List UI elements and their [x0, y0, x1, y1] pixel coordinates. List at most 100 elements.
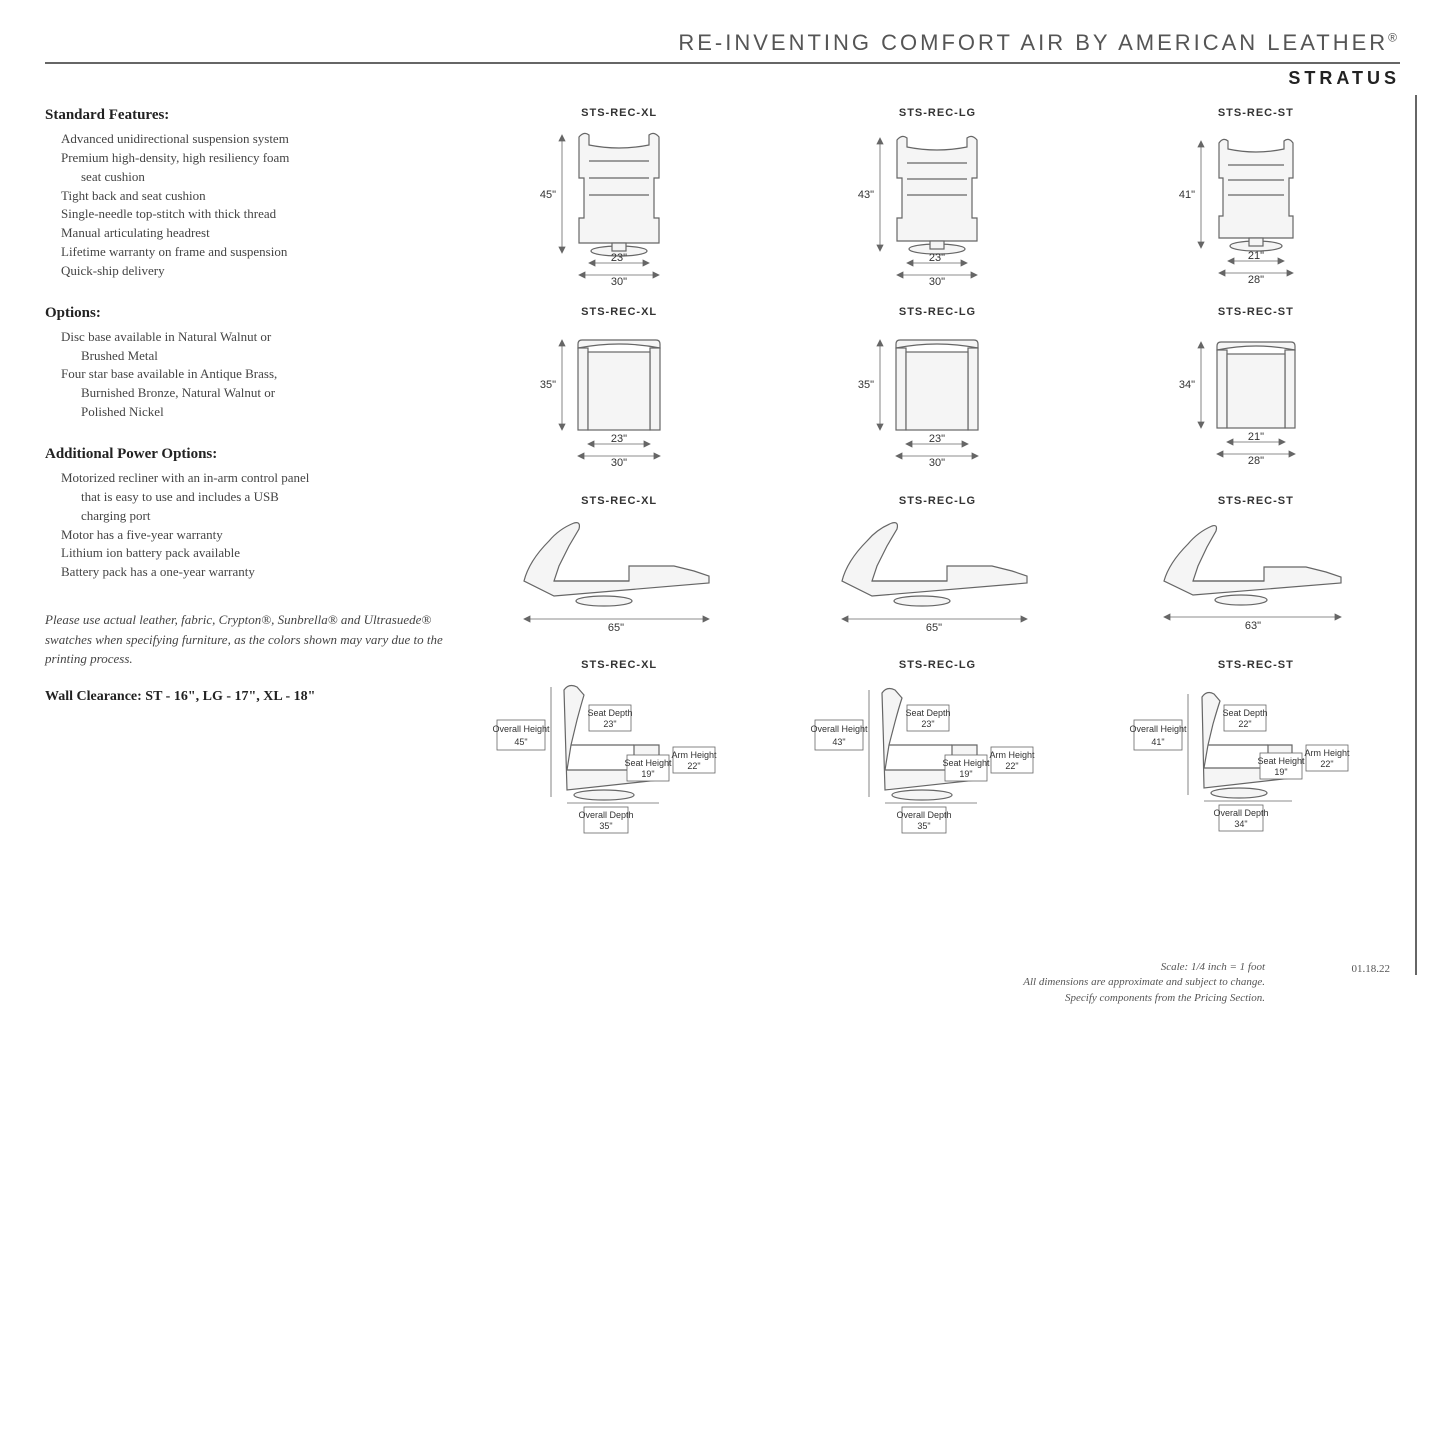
left-column: Standard Features: Advanced unidirection…: [45, 107, 445, 850]
recline-view-lg: STS-REC-LG 65": [793, 495, 1081, 641]
power-options-title: Additional Power Options:: [45, 446, 445, 463]
sku-label: STS-REC-ST: [1218, 107, 1294, 119]
header-title: RE-INVENTING COMFORT AIR BY AMERICAN LEA…: [678, 30, 1388, 55]
dim-depth: 34": [1179, 379, 1195, 391]
standard-features-list: Advanced unidirectional suspension syste…: [45, 130, 445, 281]
side-view-lg: STS-REC-LG Overall Height 43" Seat Depth…: [793, 659, 1081, 850]
dim-depth: 35": [540, 379, 556, 391]
sd-label: Seat Depth: [588, 708, 633, 718]
sd-val: 22": [1238, 719, 1251, 729]
dim-height: 41": [1179, 189, 1195, 201]
sku-label: STS-REC-ST: [1218, 495, 1294, 507]
od-label: Overall Depth: [579, 810, 634, 820]
spec-sheet: RE-INVENTING COMFORT AIR BY AMERICAN LEA…: [0, 0, 1445, 880]
dim-w1: 21": [1248, 250, 1264, 262]
chair-top-drawing: 35" 23" 30": [842, 322, 1032, 477]
swatch-note: Please use actual leather, fabric, Crypt…: [45, 610, 445, 669]
dim-w2: 28": [1248, 274, 1264, 286]
header-rule: [45, 62, 1400, 64]
power-item: that is easy to use and includes a USB: [61, 488, 445, 507]
chair-top-drawing: 34" 21" 28": [1161, 322, 1351, 477]
dim-recline: 63": [1245, 620, 1261, 632]
version: 01.18.22: [1352, 962, 1391, 977]
dim-note: All dimensions are approximate and subje…: [1023, 975, 1265, 990]
dim-w2: 28": [1248, 455, 1264, 467]
sd-label: Seat Depth: [1222, 708, 1267, 718]
sd-val: 23": [604, 719, 617, 729]
dim-w2: 30": [929, 276, 945, 288]
dim-recline: 65": [608, 622, 624, 634]
feature-item: Lifetime warranty on frame and suspensio…: [61, 243, 445, 262]
options-title: Options:: [45, 305, 445, 322]
scale-note: Scale: 1/4 inch = 1 foot: [1023, 960, 1265, 975]
option-item: Disc base available in Natural Walnut or: [61, 328, 445, 347]
dim-w1: 21": [1248, 431, 1264, 443]
sku-label: STS-REC-XL: [581, 306, 657, 318]
front-view-st: STS-REC-ST 41" 21": [1112, 107, 1400, 288]
chair-front-drawing: 43" 23" 30": [842, 123, 1032, 288]
oh-val: 45": [515, 737, 528, 747]
feature-item: Single-needle top-stitch with thick thre…: [61, 205, 445, 224]
feature-item: seat cushion: [61, 168, 445, 187]
power-item: Motorized recliner with an in-arm contro…: [61, 469, 445, 488]
dim-w1: 23": [611, 252, 627, 264]
sku-label: STS-REC-ST: [1218, 306, 1294, 318]
feature-item: Premium high-density, high resiliency fo…: [61, 149, 445, 168]
oh-label: Overall Height: [493, 724, 551, 734]
dim-recline: 65": [926, 622, 942, 634]
top-view-xl: STS-REC-XL 35" 23" 30": [475, 306, 763, 477]
sh-label: Seat Height: [943, 758, 991, 768]
specify-note: Specify components from the Pricing Sect…: [1023, 991, 1265, 1006]
power-item: Motor has a five-year warranty: [61, 526, 445, 545]
ah-val: 22": [1006, 761, 1019, 771]
dim-w2: 30": [611, 457, 627, 469]
right-margin-rule: [1415, 95, 1417, 975]
front-view-xl: STS-REC-XL 45": [475, 107, 763, 288]
ah-val: 22": [1320, 759, 1333, 769]
sd-val: 23": [922, 719, 935, 729]
sku-label: STS-REC-XL: [581, 659, 657, 671]
chair-side-drawing: Overall Height 41" Seat Depth 22" Seat H…: [1126, 675, 1386, 850]
footer-notes: Scale: 1/4 inch = 1 foot All dimensions …: [1023, 960, 1265, 1006]
chair-side-drawing: Overall Height 45" Seat Depth 23" Seat H…: [489, 675, 749, 850]
dim-depth: 35": [858, 379, 874, 391]
od-val: 35": [600, 821, 613, 831]
dim-height: 45": [540, 189, 556, 201]
oh-val: 41": [1151, 737, 1164, 747]
chair-recline-drawing: 65": [499, 511, 739, 641]
od-val: 35": [918, 821, 931, 831]
chair-front-drawing: 41" 21" 28": [1161, 123, 1351, 288]
sku-label: STS-REC-ST: [1218, 659, 1294, 671]
chair-top-drawing: 35" 23" 30": [524, 322, 714, 477]
feature-item: Tight back and seat cushion: [61, 187, 445, 206]
trademark: ®: [1388, 31, 1400, 45]
power-options-list: Motorized recliner with an in-arm contro…: [45, 469, 445, 582]
od-label: Overall Depth: [1213, 808, 1268, 818]
recline-view-xl: STS-REC-XL 65": [475, 495, 763, 641]
dim-w1: 23": [929, 433, 945, 445]
dim-w2: 30": [611, 276, 627, 288]
feature-item: Quick-ship delivery: [61, 262, 445, 281]
sh-val: 19": [1274, 767, 1287, 777]
page-header: RE-INVENTING COMFORT AIR BY AMERICAN LEA…: [45, 30, 1400, 62]
product-name: STRATUS: [45, 68, 1400, 89]
chair-recline-drawing: 63": [1136, 511, 1376, 641]
oh-label: Overall Height: [1129, 724, 1187, 734]
sku-label: STS-REC-LG: [899, 107, 976, 119]
chair-side-drawing: Overall Height 43" Seat Depth 23" Seat H…: [807, 675, 1067, 850]
od-val: 34": [1234, 819, 1247, 829]
diagram-grid: STS-REC-XL 45": [475, 107, 1400, 850]
top-view-st: STS-REC-ST 34" 21" 28": [1112, 306, 1400, 477]
dim-w2: 30": [929, 457, 945, 469]
power-item: Lithium ion battery pack available: [61, 544, 445, 563]
wall-clearance: Wall Clearance: ST - 16", LG - 17", XL -…: [45, 689, 445, 705]
top-view-lg: STS-REC-LG 35" 23" 30": [793, 306, 1081, 477]
side-view-xl: STS-REC-XL Overall Height 45" Seat Depth: [475, 659, 763, 850]
sh-label: Seat Height: [625, 758, 673, 768]
content-area: Standard Features: Advanced unidirection…: [45, 107, 1400, 850]
option-item: Burnished Bronze, Natural Walnut or: [61, 384, 445, 403]
power-item: Battery pack has a one-year warranty: [61, 563, 445, 582]
recline-view-st: STS-REC-ST 63": [1112, 495, 1400, 641]
od-label: Overall Depth: [897, 810, 952, 820]
dim-w1: 23": [611, 433, 627, 445]
